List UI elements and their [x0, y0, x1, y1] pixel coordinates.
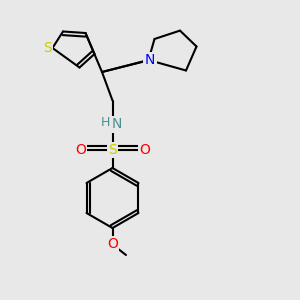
Text: O: O — [139, 143, 150, 157]
Text: H: H — [100, 116, 110, 129]
Text: O: O — [107, 238, 118, 251]
Text: S: S — [108, 143, 117, 157]
Text: S: S — [43, 41, 52, 55]
Text: N: N — [112, 118, 122, 131]
Text: N: N — [145, 53, 155, 67]
Text: O: O — [75, 143, 86, 157]
